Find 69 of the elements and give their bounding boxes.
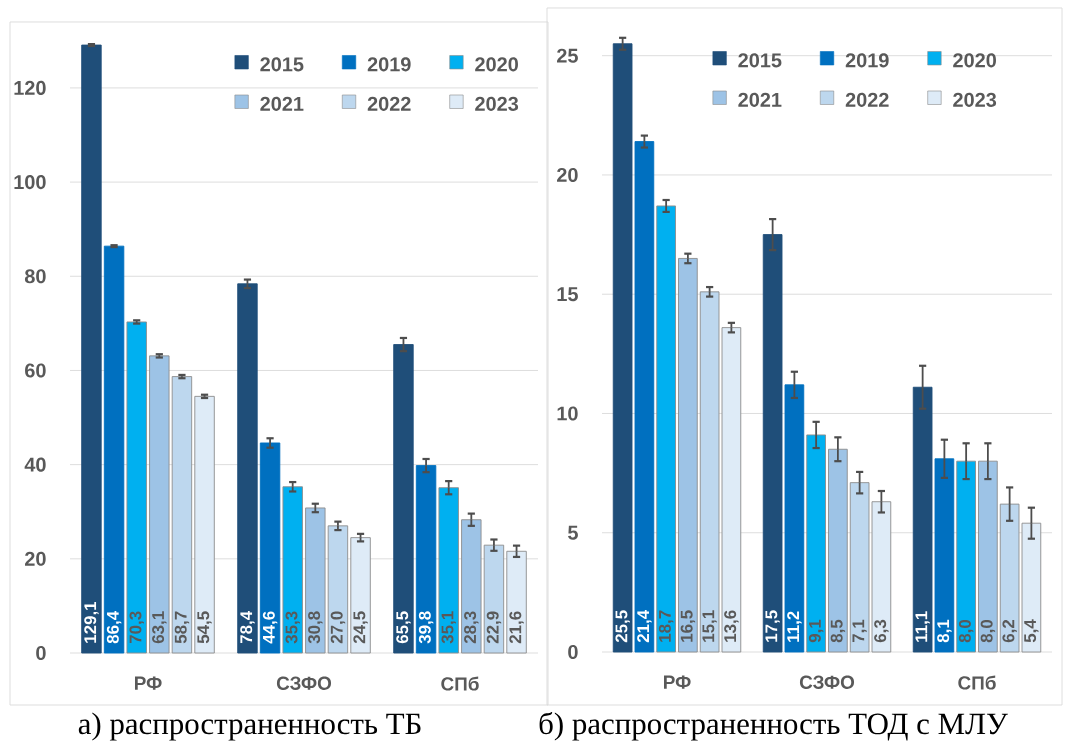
- x-tick-label: СЗФО: [799, 675, 855, 689]
- y-tick-label: 15: [557, 287, 578, 302]
- data-label: 24,5: [353, 611, 368, 644]
- y-tick-label: 100: [14, 175, 46, 190]
- text: б) распространенность ТОД с МЛУ: [539, 711, 1008, 741]
- y-tick-label: 25: [557, 48, 578, 63]
- data-label: 17,5: [765, 610, 780, 642]
- y-tick-label: 0: [36, 645, 46, 661]
- legend-label: 2021: [738, 92, 782, 107]
- x-tick-label: РФ: [664, 675, 691, 689]
- data-label: 21,6: [509, 611, 524, 644]
- data-label: 8,0: [958, 619, 974, 643]
- data-label: 86,4: [106, 610, 122, 644]
- data-label: 78,4: [240, 610, 255, 644]
- data-label: 65,5: [396, 611, 411, 644]
- legend-label: 2015: [738, 53, 782, 68]
- data-label: 25,5: [615, 610, 630, 643]
- data-label: 21,4: [637, 609, 652, 643]
- y-tick-label: 80: [24, 269, 46, 284]
- x-tick-label: СЗФО: [276, 676, 332, 690]
- x-tick-label: РФ: [135, 676, 162, 690]
- data-label: 13,6: [724, 610, 739, 642]
- data-label: 63,1: [152, 611, 167, 644]
- legend-label: 2019: [367, 57, 411, 72]
- data-label: 8,5: [830, 619, 846, 643]
- legend-label: 2022: [367, 96, 411, 111]
- data-label: 35,3: [285, 611, 300, 644]
- data-label: 70,3: [129, 611, 144, 644]
- legend-label: 2015: [260, 57, 304, 72]
- data-label: 15,1: [702, 610, 717, 642]
- data-label: 9,1: [808, 619, 824, 643]
- legend-label: 2020: [953, 53, 996, 68]
- data-label: 54,5: [197, 611, 212, 644]
- data-label: 8,0: [980, 619, 996, 643]
- y-tick-label: 20: [25, 551, 46, 566]
- data-label: 35,1: [441, 611, 456, 644]
- data-label: 22,9: [486, 611, 502, 644]
- data-label: 28,3: [464, 611, 479, 644]
- y-tick-label: 20: [557, 167, 578, 182]
- legend-label: 2023: [953, 92, 997, 107]
- data-label: 6,3: [874, 619, 889, 643]
- legend-label: 2023: [475, 96, 519, 111]
- data-label: 39,8: [418, 611, 434, 644]
- text: а) распространенность ТБ: [78, 712, 421, 741]
- data-label: 11,2: [787, 611, 802, 642]
- data-label: 58,7: [174, 611, 190, 644]
- legend-label: 2022: [845, 92, 889, 107]
- x-tick-label: СПб: [441, 676, 479, 691]
- data-label: 5,4: [1024, 619, 1039, 643]
- data-label: 16,5: [680, 610, 696, 642]
- y-tick-label: 40: [24, 457, 46, 472]
- y-tick-label: 5: [568, 525, 578, 540]
- legend-label: 2020: [475, 57, 518, 72]
- data-label: 44,6: [262, 611, 278, 644]
- data-label: 18,7: [658, 610, 674, 642]
- data-label: 7,1: [852, 619, 867, 643]
- data-label: 8,1: [937, 619, 952, 643]
- legend-label: 2019: [845, 53, 889, 68]
- data-label: 129,1: [84, 601, 99, 643]
- data-label: 6,2: [1002, 619, 1017, 643]
- data-label: 27,0: [330, 611, 346, 644]
- data-label: 11,1: [915, 611, 930, 642]
- y-tick-label: 120: [14, 80, 46, 95]
- y-tick-label: 60: [25, 363, 46, 378]
- x-tick-label: СПб: [958, 675, 996, 690]
- y-tick-label: 0: [568, 644, 578, 660]
- legend-label: 2021: [260, 96, 304, 111]
- y-tick-label: 10: [557, 406, 578, 421]
- data-label: 30,8: [308, 611, 323, 644]
